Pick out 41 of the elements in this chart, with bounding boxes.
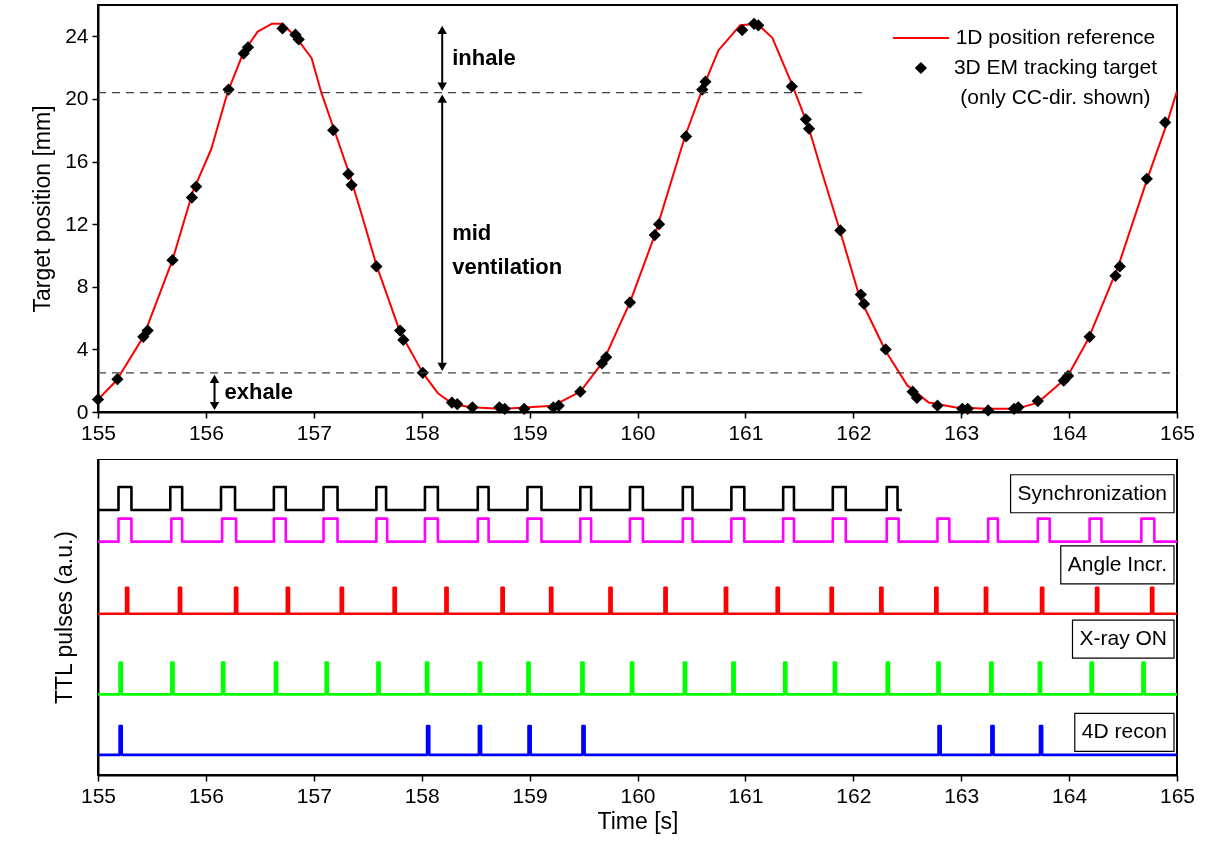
x-tick-label: 162 xyxy=(836,420,872,444)
y-tick-label: 20 xyxy=(65,86,89,110)
y-axis-title: TTL pulses (a.u.) xyxy=(50,531,77,704)
x-tick-label: 158 xyxy=(404,420,440,444)
x-tick-label: 161 xyxy=(728,420,764,444)
y-tick-label: 4 xyxy=(76,336,89,360)
x-tick-label: 160 xyxy=(620,783,656,807)
x-tick-label: 156 xyxy=(188,783,224,807)
x-tick-label: 160 xyxy=(620,420,656,444)
annotation: inhale xyxy=(452,45,516,71)
x-tick-label: 165 xyxy=(1159,420,1196,444)
x-tick-label: 156 xyxy=(188,420,224,444)
x-tick-label: 162 xyxy=(836,783,872,807)
legend-label: 3D EM tracking target (only CC-dir. shown) xyxy=(953,55,1158,108)
series-label: 4D recon xyxy=(1081,719,1168,743)
x-tick-label: 157 xyxy=(296,783,332,807)
x-tick-label: 159 xyxy=(512,783,548,807)
x-axis-title: Time [s] xyxy=(597,807,679,834)
x-tick-label: 164 xyxy=(1052,783,1088,807)
x-tick-label: 155 xyxy=(80,783,117,807)
x-tick-label: 158 xyxy=(404,783,440,807)
y-axis-title: Target position [mm] xyxy=(29,105,56,313)
x-tick-label: 157 xyxy=(296,420,332,444)
x-tick-label: 165 xyxy=(1159,783,1196,807)
y-tick-label: 16 xyxy=(65,149,89,173)
y-tick-label: 12 xyxy=(65,211,89,235)
y-tick-label: 8 xyxy=(76,274,89,298)
x-tick-label: 163 xyxy=(944,783,980,807)
x-tick-label: 163 xyxy=(944,420,980,444)
annotation: exhale xyxy=(224,379,294,405)
x-tick-label: 155 xyxy=(80,420,117,444)
series-label: X-ray ON xyxy=(1079,626,1168,650)
legend-label: 1D position reference xyxy=(955,25,1156,48)
y-tick-label: 24 xyxy=(65,23,89,47)
y-tick-label: 0 xyxy=(76,399,89,423)
annotation: mid ventilation xyxy=(452,219,563,279)
x-tick-label: 161 xyxy=(728,783,764,807)
series-label: Angle Incr. xyxy=(1067,551,1168,575)
x-tick-label: 159 xyxy=(512,420,548,444)
x-tick-label: 164 xyxy=(1052,420,1088,444)
text: Synchronization xyxy=(1017,480,1167,504)
